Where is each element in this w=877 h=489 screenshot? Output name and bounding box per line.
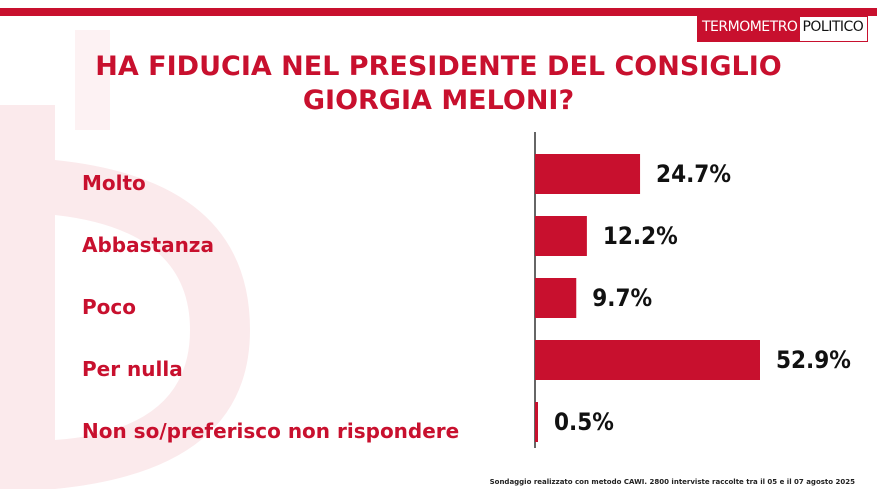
category-label: Non so/preferisco non rispondere (82, 419, 459, 443)
value-label: 24.7% (656, 160, 731, 188)
logo-text-politico: POLITICO (800, 17, 868, 41)
category-label: Abbastanza (82, 233, 214, 257)
logo-text-termometro: TERMOMETRO (698, 17, 801, 41)
category-label: Per nulla (82, 357, 183, 381)
value-label: 52.9% (776, 346, 851, 374)
value-label: 9.7% (592, 284, 652, 312)
chart-title-line-2: GIORGIA MELONI? (302, 85, 575, 116)
brand-logo: TERMOMETRO POLITICO (697, 16, 869, 42)
bar (535, 154, 641, 194)
bar (535, 340, 760, 380)
chart-title-line-1: HA FIDUCIA NEL PRESIDENTE DEL CONSIGLIO (95, 51, 782, 82)
category-label: Molto (82, 171, 146, 195)
survey-footnote: Sondaggio realizzato con metodo CAWI. 28… (489, 478, 855, 486)
chart-title: HA FIDUCIA NEL PRESIDENTE DEL CONSIGLIO … (0, 50, 877, 118)
value-label: 0.5% (554, 408, 614, 436)
value-label: 12.2% (603, 222, 678, 250)
top-accent-bar (0, 8, 877, 16)
bar (535, 278, 577, 318)
category-label: Poco (82, 295, 136, 319)
bar (535, 216, 587, 256)
bar (535, 402, 538, 442)
